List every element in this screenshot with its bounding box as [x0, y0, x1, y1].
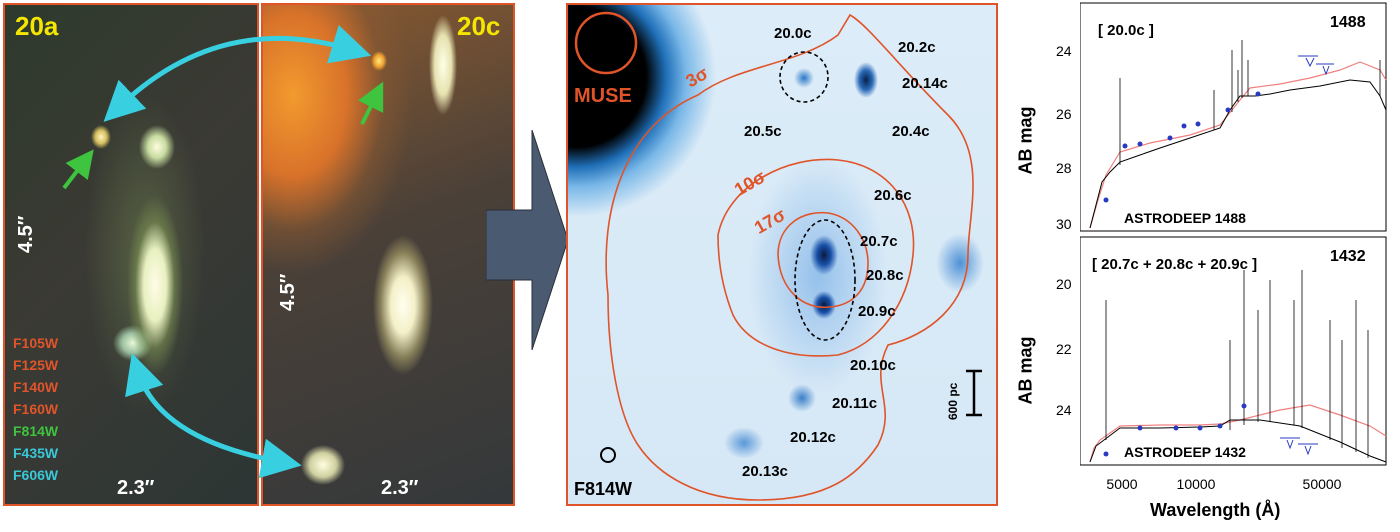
- sed-plots: [1080, 2, 1387, 466]
- source-label: 20.6c: [874, 187, 912, 204]
- xtick: 10000: [1176, 476, 1216, 492]
- xtick: 5000: [1106, 476, 1138, 492]
- sed-bottom-bracket: [ 20.7c + 20.8c + 20.9c ]: [1092, 256, 1258, 273]
- sed-bottom-ylabel: AB mag: [1015, 336, 1036, 405]
- ytick-top: 30: [1056, 216, 1072, 232]
- ytick-bottom: 24: [1056, 402, 1072, 418]
- sed-top-bracket: [ 20.0c ]: [1098, 22, 1154, 39]
- ytick-top: 24: [1056, 43, 1072, 59]
- sed-top-id: 1488: [1330, 14, 1366, 31]
- muse-psf-circle: [574, 11, 638, 75]
- cross-panel-arrows: [62, 25, 384, 479]
- panel-20a-title: 20a: [15, 11, 59, 41]
- contour-10-sigma: [717, 158, 915, 357]
- sed-bottom-points: [1103, 403, 1247, 457]
- xtick: 50000: [1302, 476, 1342, 492]
- dashed-circle-20-0c: [779, 51, 829, 103]
- contour-overlay: [574, 11, 982, 501]
- sed-top-limits: [1298, 55, 1334, 76]
- sed-top-catalog: ASTRODEEP 1488: [1124, 210, 1246, 226]
- ytick-bottom: 22: [1056, 341, 1072, 357]
- panel-20a-horizontal-scale: 2.3″: [117, 477, 155, 499]
- scale-bar-label: 600 pc: [946, 382, 960, 420]
- f814w-psf-circle: [600, 447, 616, 463]
- green-arrow-c: [358, 81, 384, 125]
- sed-top-ylabel: AB mag: [1015, 106, 1036, 175]
- cyan-arrow-bottom: [125, 352, 302, 479]
- ytick-top: 26: [1056, 106, 1072, 122]
- filter-label: F435W: [13, 445, 59, 461]
- source-label: 20.8c: [866, 267, 904, 284]
- source-label: 20.9c: [858, 303, 896, 320]
- panel-20c-horizontal-scale: 2.3″: [381, 477, 419, 499]
- cyan-arrow-top: [103, 25, 372, 122]
- sed-top-points: [1103, 91, 1261, 203]
- source-label: 20.0c: [774, 25, 812, 42]
- filter-label: F105W: [13, 335, 59, 351]
- ytick-bottom: 20: [1056, 276, 1072, 292]
- filter-label: F160W: [13, 401, 59, 417]
- sed-bottom-lines: [1105, 270, 1369, 458]
- sed-xlabel: Wavelength (Å): [1150, 500, 1281, 520]
- source-label: 20.4c: [892, 123, 930, 140]
- source-label: 20.12c: [790, 429, 836, 446]
- source-label: 20.11c: [832, 395, 878, 412]
- source-label: 20.14c: [902, 75, 948, 92]
- sed-bottom-catalog: ASTRODEEP 1432: [1124, 444, 1246, 460]
- source-label: 20.5c: [744, 123, 782, 140]
- sed-bottom-limits: [1280, 437, 1318, 456]
- filter-label: F606W: [13, 467, 59, 483]
- big-right-arrow: [486, 130, 568, 350]
- source-label: 20.2c: [898, 39, 936, 56]
- muse-label: MUSE: [574, 85, 632, 107]
- sed-bottom-id: 1432: [1330, 248, 1366, 265]
- filter-label: F814W: [13, 423, 59, 439]
- filter-f814w-label: F814W: [574, 479, 633, 499]
- sed-bottom-frame: [1080, 236, 1387, 466]
- contour-17-sigma: [777, 211, 869, 309]
- sed-top-model: [1089, 61, 1387, 229]
- f814w-map: MUSE F814W 600 pc 3σ 10σ 17σ 20.0c 20.2c…: [566, 3, 998, 506]
- sed-top-frame: [1080, 2, 1387, 232]
- sed-top-lines: [1119, 40, 1381, 165]
- dashed-ellipse-20-7c-9c: [794, 219, 856, 341]
- source-label: 20.7c: [860, 233, 898, 250]
- filter-label: F140W: [13, 379, 59, 395]
- filter-label: F125W: [13, 357, 59, 373]
- source-label: 20.10c: [850, 357, 896, 374]
- contour-3-sigma: [605, 13, 974, 501]
- panel-20c-title: 20c: [457, 11, 501, 41]
- source-label: 20.13c: [742, 463, 788, 480]
- ytick-top: 28: [1056, 160, 1072, 176]
- green-arrow-a: [62, 149, 94, 190]
